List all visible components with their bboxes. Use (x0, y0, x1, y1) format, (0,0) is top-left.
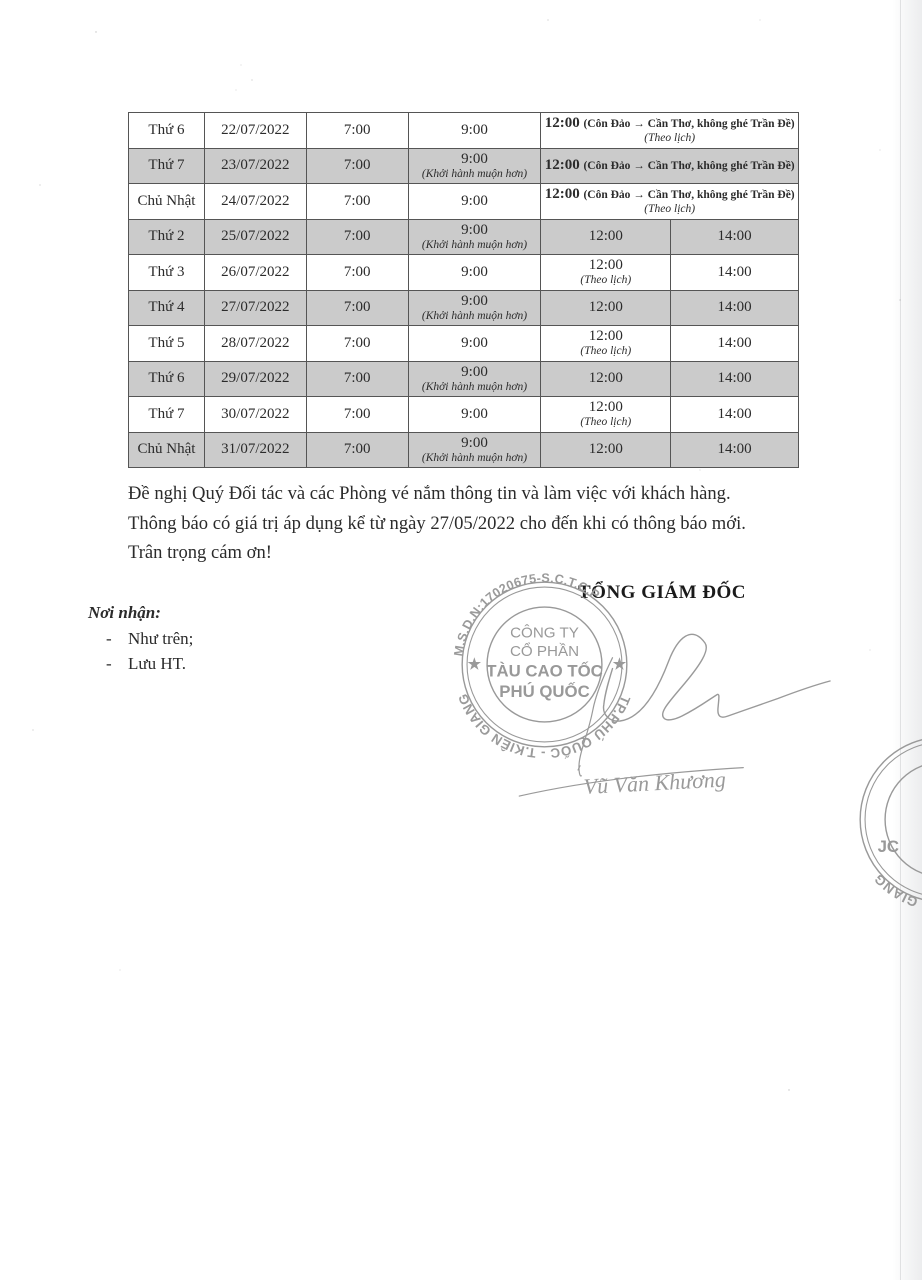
svg-text:JC: JC (878, 837, 899, 856)
svg-text:TP.PHÚ QUỐC - T.KIÊN GIANG: TP.PHÚ QUỐC - T.KIÊN GIANG (845, 722, 922, 914)
